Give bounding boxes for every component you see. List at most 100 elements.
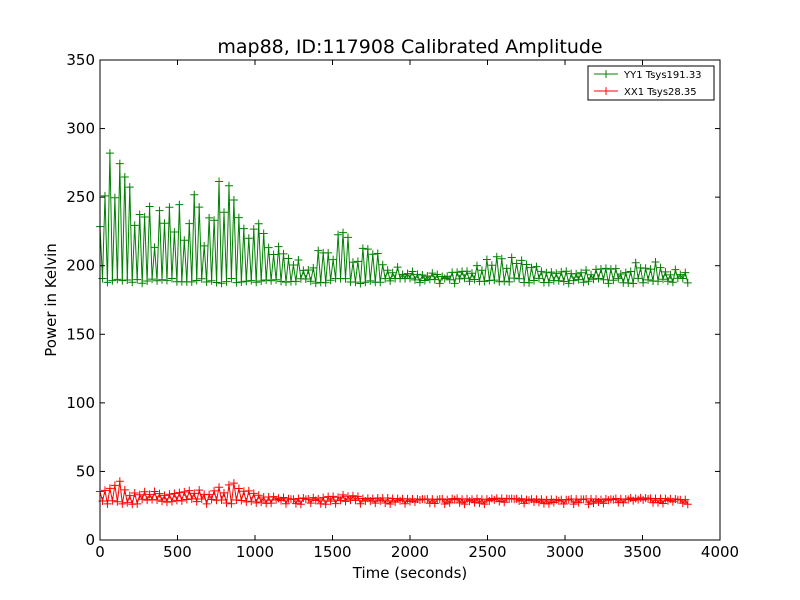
data-point-marker xyxy=(210,486,219,495)
data-point-marker xyxy=(130,488,139,497)
data-point-marker xyxy=(190,190,199,199)
data-point-marker xyxy=(153,495,162,504)
data-point-marker xyxy=(212,278,221,287)
data-point-marker xyxy=(123,498,132,507)
data-point-marker xyxy=(279,249,288,258)
data-point-marker xyxy=(368,250,377,259)
data-point-marker xyxy=(291,277,300,286)
data-point-marker xyxy=(110,193,119,202)
data-point-marker xyxy=(229,479,238,488)
data-point-marker xyxy=(125,491,134,500)
data-point-marker xyxy=(644,275,653,284)
data-point-marker xyxy=(534,274,543,283)
data-point-marker xyxy=(641,264,650,273)
series-line xyxy=(99,153,689,286)
data-point-marker xyxy=(403,269,412,278)
data-point-marker xyxy=(445,498,454,507)
data-point-marker xyxy=(348,258,357,267)
data-point-marker xyxy=(599,275,608,284)
y-tick-label: 0 xyxy=(85,531,95,549)
x-tick-label: 500 xyxy=(163,543,192,561)
y-tick-label: 200 xyxy=(66,257,95,275)
data-point-marker xyxy=(304,265,313,274)
data-point-marker xyxy=(594,274,603,283)
data-point-marker xyxy=(200,241,209,250)
data-point-marker xyxy=(410,275,419,284)
data-point-marker xyxy=(517,494,526,503)
data-point-marker xyxy=(378,260,387,269)
data-point-marker xyxy=(376,278,385,287)
data-point-marker xyxy=(185,219,194,228)
data-point-marker xyxy=(229,195,238,204)
data-point-marker xyxy=(515,274,524,283)
data-point-marker xyxy=(120,172,129,181)
data-point-marker xyxy=(463,267,472,276)
data-point-marker xyxy=(525,278,534,287)
data-point-marker xyxy=(383,266,392,275)
data-point-marker xyxy=(257,277,266,286)
data-point-marker xyxy=(118,499,127,508)
data-point-marker xyxy=(165,490,174,499)
data-point-marker xyxy=(108,496,117,505)
data-point-marker xyxy=(587,270,596,279)
data-point-marker xyxy=(197,494,206,503)
data-point-marker xyxy=(222,499,231,508)
data-point-marker xyxy=(145,490,154,499)
data-point-marker xyxy=(512,259,521,268)
data-point-marker xyxy=(356,499,365,508)
data-point-marker xyxy=(584,500,593,509)
data-point-marker xyxy=(339,228,348,237)
data-point-marker xyxy=(294,255,303,264)
data-point-marker xyxy=(113,497,122,506)
data-point-marker xyxy=(182,495,191,504)
data-point-marker xyxy=(224,480,233,489)
data-point-marker xyxy=(177,496,186,505)
data-point-marker xyxy=(353,492,362,501)
data-point-marker xyxy=(306,277,315,286)
data-point-marker xyxy=(559,277,568,286)
data-point-marker xyxy=(480,277,489,286)
data-point-marker xyxy=(366,276,375,285)
data-point-marker xyxy=(386,500,395,509)
data-point-marker xyxy=(103,278,112,287)
data-point-marker xyxy=(329,255,338,264)
data-point-marker xyxy=(326,497,335,506)
data-point-marker xyxy=(344,233,352,242)
data-point-marker xyxy=(321,500,330,509)
data-point-marker xyxy=(522,260,531,269)
data-point-marker xyxy=(220,488,228,497)
data-point-marker xyxy=(646,265,655,274)
data-point-marker xyxy=(428,269,437,278)
data-point-marker xyxy=(604,279,613,288)
data-point-marker xyxy=(267,276,276,285)
data-point-marker xyxy=(663,277,672,286)
data-point-marker xyxy=(542,268,551,277)
data-point-marker xyxy=(222,277,231,286)
data-point-marker xyxy=(100,486,109,495)
y-tick-label: 50 xyxy=(76,462,95,480)
data-point-marker xyxy=(108,276,117,285)
chart-title: map88, ID:117908 Calibrated Amplitude xyxy=(217,36,602,58)
data-point-marker xyxy=(507,253,516,262)
data-point-marker xyxy=(480,500,489,509)
data-point-marker xyxy=(631,258,640,267)
data-point-marker xyxy=(306,499,315,508)
data-point-marker xyxy=(683,278,692,287)
data-point-marker xyxy=(140,212,149,221)
data-point-marker xyxy=(552,269,561,278)
data-point-marker xyxy=(435,279,444,288)
data-point-marker xyxy=(249,225,258,234)
data-point-marker xyxy=(205,213,214,222)
data-point-marker xyxy=(363,245,372,254)
data-point-marker xyxy=(460,500,469,509)
data-point-marker xyxy=(406,274,414,283)
data-point-marker xyxy=(433,270,442,279)
data-point-marker xyxy=(215,483,224,492)
data-point-marker xyxy=(564,279,573,288)
data-point-marker xyxy=(115,477,124,486)
data-point-marker xyxy=(264,243,273,252)
data-point-marker xyxy=(227,499,236,508)
data-point-marker xyxy=(272,275,281,284)
data-point-marker xyxy=(269,250,278,259)
data-point-marker xyxy=(282,499,290,508)
